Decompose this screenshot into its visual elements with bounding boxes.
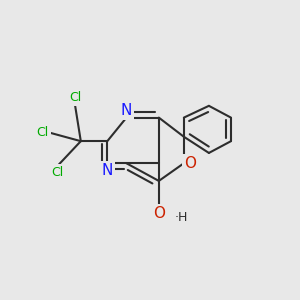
- Text: Cl: Cl: [69, 92, 81, 104]
- Text: Cl: Cl: [51, 166, 63, 179]
- Text: O: O: [184, 156, 196, 171]
- Text: ·H: ·H: [175, 211, 188, 224]
- Text: N: N: [102, 163, 113, 178]
- Text: N: N: [121, 103, 132, 118]
- Text: O: O: [153, 206, 165, 221]
- Text: Cl: Cl: [36, 126, 48, 139]
